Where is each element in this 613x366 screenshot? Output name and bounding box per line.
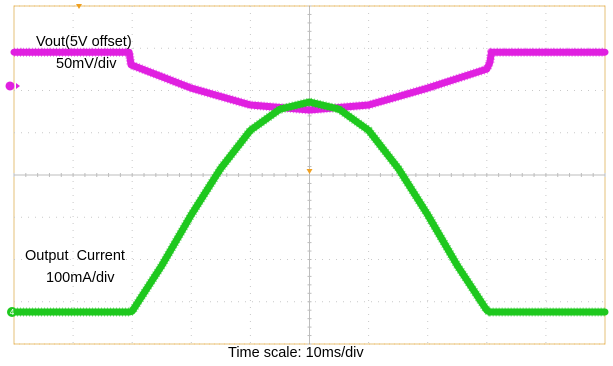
ch2-level-number: 4 bbox=[10, 308, 15, 317]
ch2-scale-label: 100mA/div bbox=[46, 270, 115, 286]
current-trace bbox=[10, 98, 609, 316]
x-axis-label: Time scale: 10ms/div bbox=[228, 345, 364, 361]
channel-markers: 4 bbox=[5, 4, 313, 317]
traces bbox=[10, 47, 609, 317]
ch2-level-marker bbox=[7, 307, 17, 317]
ch2-series-label: Output Current bbox=[25, 248, 125, 264]
center-trigger-marker bbox=[306, 169, 313, 174]
ch1-series-label: Vout(5V offset) bbox=[36, 34, 132, 50]
ch1-level-arrow bbox=[16, 82, 20, 89]
trigger-position-marker bbox=[76, 4, 82, 9]
ch1-level-marker bbox=[5, 81, 15, 91]
ch1-scale-label: 50mV/div bbox=[56, 56, 117, 72]
